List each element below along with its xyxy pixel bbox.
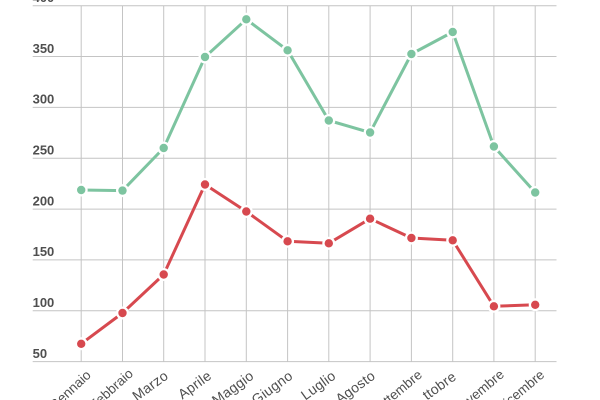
svg-text:Gennaio: Gennaio <box>46 367 94 400</box>
svg-text:400: 400 <box>33 0 55 5</box>
svg-text:Novembre: Novembre <box>450 367 507 400</box>
svg-text:300: 300 <box>33 92 55 107</box>
svg-text:ttobre: ttobre <box>419 368 459 400</box>
svg-text:Agosto: Agosto <box>332 367 378 400</box>
svg-text:Febbraio: Febbraio <box>86 366 136 400</box>
svg-text:Settembre: Settembre <box>368 367 425 400</box>
svg-text:100: 100 <box>33 295 55 310</box>
svg-text:Marzo: Marzo <box>129 367 171 400</box>
svg-text:200: 200 <box>33 193 55 208</box>
svg-text:50: 50 <box>33 346 47 361</box>
svg-text:Giugno: Giugno <box>248 367 295 400</box>
svg-text:150: 150 <box>33 244 55 259</box>
svg-text:350: 350 <box>33 41 55 56</box>
svg-text:250: 250 <box>33 143 55 158</box>
